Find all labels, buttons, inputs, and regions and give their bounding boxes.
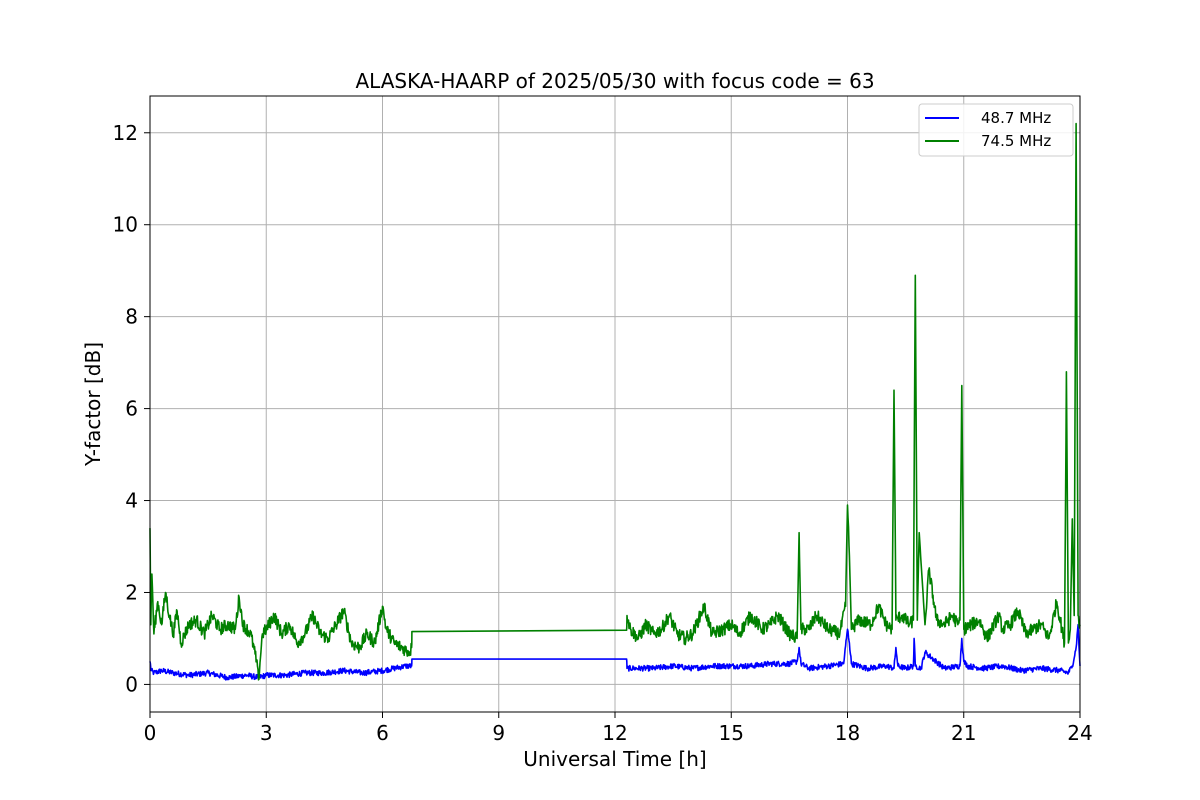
y-tick-label: 12 — [113, 121, 138, 145]
chart-title: ALASKA-HAARP of 2025/05/30 with focus co… — [355, 69, 874, 93]
y-axis-label: Y-factor [dB] — [81, 342, 105, 467]
x-tick-label: 6 — [376, 721, 389, 745]
x-tick-label: 12 — [602, 721, 627, 745]
y-tick-label: 0 — [125, 672, 138, 696]
series-line-48-7mhz — [149, 623, 1081, 681]
y-tick-label: 2 — [125, 580, 138, 604]
x-tick-label: 0 — [144, 721, 157, 745]
x-tick-label: 18 — [835, 721, 860, 745]
x-tick-label: 3 — [260, 721, 273, 745]
x-tick-label: 21 — [951, 721, 976, 745]
x-axis-label: Universal Time [h] — [523, 747, 706, 771]
x-tick-label: 15 — [719, 721, 744, 745]
series-layer — [149, 122, 1081, 681]
series-line-74-5mhz — [149, 122, 1081, 681]
y-tick-label: 4 — [125, 489, 138, 513]
x-tick-label: 9 — [492, 721, 505, 745]
y-tick-label: 10 — [113, 213, 138, 237]
legend-label: 74.5 MHz — [981, 132, 1051, 150]
legend: 48.7 MHz 74.5 MHz — [918, 103, 1074, 157]
legend-label: 48.7 MHz — [981, 109, 1051, 127]
y-tick-label: 8 — [125, 305, 138, 329]
y-tick-label: 6 — [125, 397, 138, 421]
x-tick-label: 24 — [1067, 721, 1092, 745]
